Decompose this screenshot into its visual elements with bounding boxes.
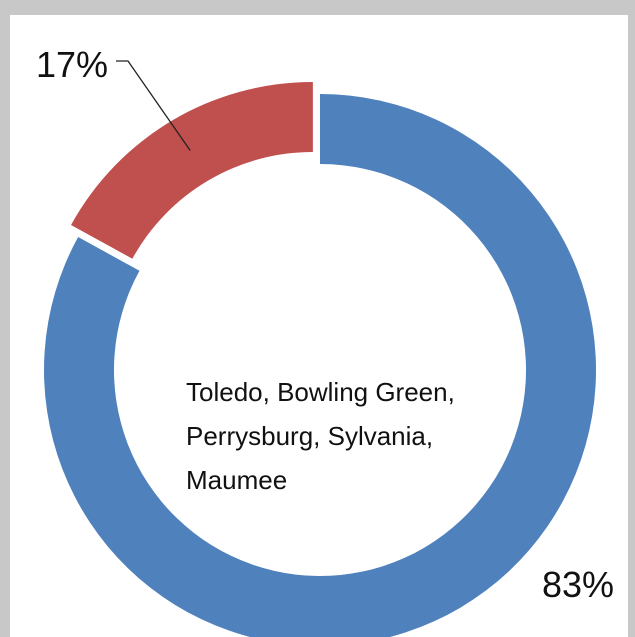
chart-area: 83% 17% Toledo, Bowling Green, Perrysbur… <box>10 15 628 637</box>
center-label-line-2: Perrysburg, Sylvania, <box>186 421 433 451</box>
slice-label-secondary: 17% <box>36 44 108 85</box>
slices-group <box>44 81 596 637</box>
donut-chart: 83% 17% Toledo, Bowling Green, Perrysbur… <box>36 44 614 637</box>
slice-1 <box>71 81 313 259</box>
center-label-line-3: Maumee <box>186 465 287 495</box>
slice-label-main: 83% <box>542 564 614 605</box>
center-label-line-1: Toledo, Bowling Green, <box>186 377 455 407</box>
leader-line <box>116 60 191 151</box>
